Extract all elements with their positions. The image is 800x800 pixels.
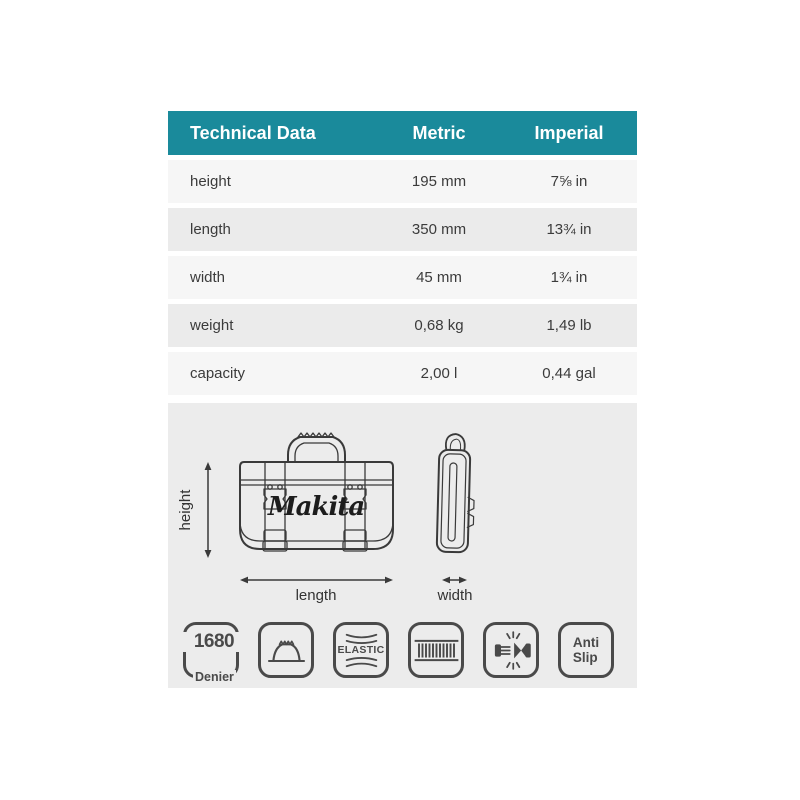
feature-icon-1680-denier: 1680 Denier	[183, 622, 245, 684]
table-row: width 45 mm 1¾ in	[168, 256, 637, 299]
metric-value: 2,00 l	[420, 365, 458, 382]
table-row: height 195 mm 7⅝ in	[168, 160, 637, 203]
imperial-value: 13¾ in	[546, 221, 592, 238]
metric-value: 350 mm	[411, 221, 467, 238]
row-label: height	[190, 173, 231, 190]
case-front-view: Makita	[239, 432, 394, 552]
table-row: capacity 2,00 l 0,44 gal	[168, 352, 637, 395]
imperial-value: 1,49 lb	[546, 317, 592, 334]
feature-icon-quick-release-buckle	[483, 622, 539, 678]
row-label: capacity	[190, 365, 246, 382]
denier-unit-label: Denier	[193, 670, 236, 684]
elastic-label: ELASTIC	[337, 644, 385, 656]
height-arrow	[204, 462, 212, 558]
table-header-row: Technical Data Metric Imperial	[168, 111, 637, 155]
table-row: weight 0,68 kg 1,49 lb	[168, 304, 637, 347]
metric-value: 0,68 kg	[414, 317, 464, 334]
column-header-metric: Metric	[412, 122, 466, 143]
length-arrow	[240, 576, 393, 584]
imperial-value: 1¾ in	[550, 269, 588, 286]
height-dimension-label: height	[177, 489, 194, 531]
column-header-imperial: Imperial	[534, 122, 604, 143]
imperial-value: 0,44 gal	[542, 365, 596, 382]
feature-icon-molded-base	[258, 622, 314, 678]
anti-slip-label-line2: Slip	[572, 650, 598, 665]
anti-slip-label-line1: Anti	[572, 635, 600, 650]
dimension-diagram-panel: height	[168, 403, 637, 688]
feature-icon-elastic: ELASTIC	[333, 622, 389, 678]
metric-value: 195 mm	[411, 173, 467, 190]
table-title: Technical Data	[190, 122, 316, 143]
table-row: length 350 mm 13¾ in	[168, 208, 637, 251]
denier-value-label: 1680	[183, 632, 245, 652]
metric-value: 45 mm	[416, 269, 462, 286]
width-dimension-label: width	[436, 587, 472, 604]
row-label: weight	[190, 317, 234, 334]
case-side-view	[435, 433, 475, 554]
row-label: length	[190, 221, 231, 238]
imperial-value: 7⅝ in	[550, 173, 588, 190]
row-label: width	[190, 269, 226, 286]
width-arrow	[442, 576, 467, 584]
feature-icon-webbing	[408, 622, 464, 678]
length-dimension-label: length	[296, 587, 337, 604]
technical-data-table: Technical Data Metric Imperial height 19…	[168, 111, 637, 400]
makita-logo: Makita	[267, 492, 364, 522]
case-dimension-drawing: height	[177, 432, 475, 604]
feature-icon-anti-slip: Anti Slip	[558, 622, 614, 678]
feature-icons-row: 1680 Denier ELASTIC	[183, 622, 629, 684]
